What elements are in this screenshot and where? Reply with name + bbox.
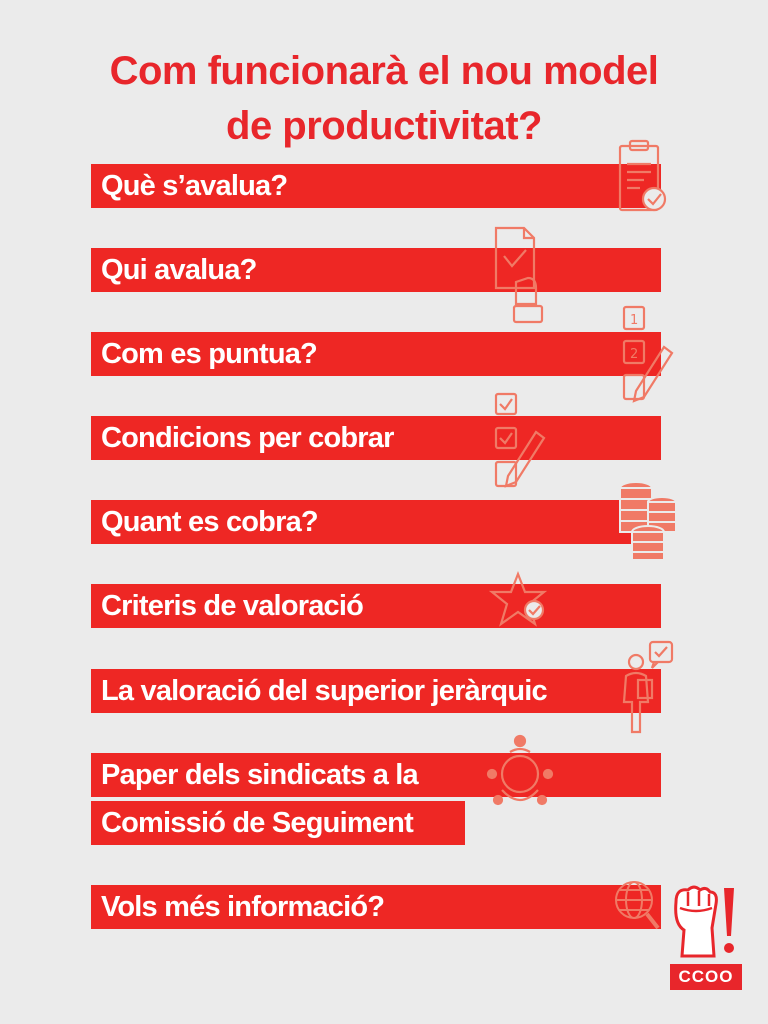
numbered-list-pencil-icon: 1 2 [620, 305, 676, 405]
page-title: Com funcionarà el nou model de productiv… [0, 44, 768, 154]
document-hand-icon [492, 226, 548, 326]
item-vols-mes-informacio[interactable]: Vols més informació? [91, 885, 661, 929]
globe-search-icon [612, 878, 662, 934]
team-circle-icon [486, 734, 554, 812]
item-qui-avalua[interactable]: Qui avalua? [91, 248, 661, 292]
title-line-2: de productivitat? [226, 104, 542, 148]
coin-stacks-icon [616, 480, 680, 564]
svg-text:1: 1 [630, 313, 638, 328]
logo-text: CCOO [678, 967, 734, 986]
item-com-es-puntua[interactable]: Com es puntua? [91, 332, 661, 376]
svg-text:2: 2 [630, 347, 638, 362]
star-check-icon [488, 570, 550, 636]
checklist-pencil-icon [494, 392, 550, 492]
item-condicions-per-cobrar[interactable]: Condicions per cobrar [91, 416, 661, 460]
item-valoracio-superior[interactable]: La valoració del superior jeràrquic [91, 669, 661, 713]
title-line-1: Com funcionarà el nou model [109, 49, 659, 93]
person-approval-icon [620, 640, 676, 740]
item-paper-sindicats[interactable]: Paper dels sindicats a la [91, 753, 661, 797]
raised-fist-icon [670, 885, 742, 990]
item-que-savalua[interactable]: Què s’avalua? [91, 164, 661, 208]
item-quant-es-cobra[interactable]: Quant es cobra? [91, 500, 661, 544]
item-comissio-seguiment[interactable]: Comissió de Seguiment [91, 801, 465, 845]
item-criteris-de-valoracio[interactable]: Criteris de valoració [91, 584, 661, 628]
ccoo-logo: CCOO [668, 884, 744, 994]
clipboard-check-icon [614, 138, 670, 218]
